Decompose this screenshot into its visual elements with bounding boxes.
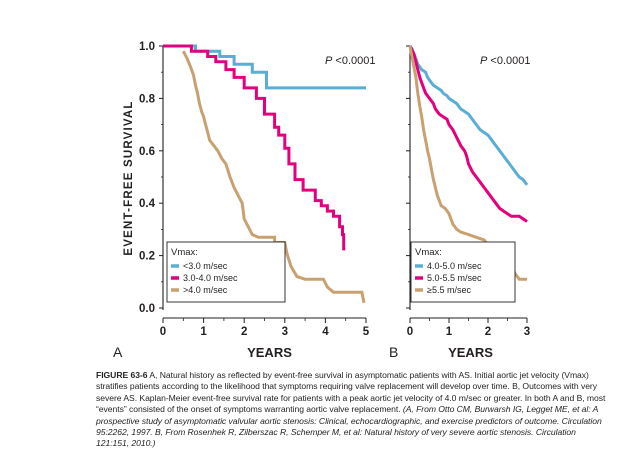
x-tick-label: 1 bbox=[200, 326, 207, 338]
y-axis-label: EVENT-FREE SURVIVAL bbox=[123, 100, 135, 255]
panel-b: 0 1 2 3 YEARS B P <0.0001 Vmax: 4.0-5.0 m/sec 5.0… bbox=[389, 45, 530, 360]
legend-box bbox=[166, 241, 286, 303]
legend-title: Vmax: bbox=[171, 247, 198, 258]
x-tick-label: 2 bbox=[241, 326, 247, 338]
x-tick-label: 1 bbox=[446, 326, 453, 338]
legend-entry: >4.0 m/sec bbox=[183, 285, 228, 295]
legend-entry: 4.0-5.0 m/sec bbox=[427, 261, 482, 271]
legend-box bbox=[410, 241, 516, 303]
x-tick-label: 3 bbox=[282, 326, 288, 338]
series-line-3 bbox=[181, 50, 366, 304]
legend-entry: 3.0-4.0 m/sec bbox=[183, 273, 238, 283]
figure-caption: FIGURE 63-6 A, Natural history as reflec… bbox=[96, 370, 606, 450]
series-line-1 bbox=[408, 45, 529, 186]
y-tick-label: 0.4 bbox=[139, 198, 156, 210]
legend-entry: <3.0 m/sec bbox=[183, 261, 228, 271]
caption-figure-label: FIGURE 63-6 bbox=[96, 370, 148, 380]
caption-body: A, Natural history as reflected by event… bbox=[96, 370, 606, 415]
y-tick-label: 0.0 bbox=[139, 303, 155, 315]
x-tick-label: 0 bbox=[407, 326, 413, 338]
x-axis-label: YEARS bbox=[247, 345, 292, 360]
x-tick-label: 5 bbox=[363, 326, 370, 338]
y-tick-label: 1.0 bbox=[139, 41, 155, 53]
panel-letter: A bbox=[113, 344, 123, 360]
panel-a: 0.0 0.2 0.4 0.6 0.8 1.0 0 1 2 3 4 5 YEARS A P <0.0001 V… bbox=[113, 41, 375, 360]
panel-letter: B bbox=[389, 344, 398, 360]
x-tick-label: 0 bbox=[160, 326, 166, 338]
caption-source: (A, From Otto CM, Burwarsh IG, Legget ME… bbox=[96, 404, 602, 449]
series-line-2 bbox=[408, 45, 528, 223]
x-tick-label: 4 bbox=[322, 326, 329, 338]
y-tick-label: 0.2 bbox=[139, 251, 155, 263]
y-tick-label: 0.8 bbox=[139, 93, 156, 105]
x-tick-label: 2 bbox=[485, 326, 491, 338]
legend-entry: 5.0-5.5 m/sec bbox=[427, 273, 482, 283]
p-value-annotation: P <0.0001 bbox=[325, 55, 375, 67]
p-value-annotation: P <0.0001 bbox=[480, 55, 530, 67]
series-line-2 bbox=[163, 44, 346, 251]
y-tick-label: 0.6 bbox=[139, 146, 155, 158]
legend-title: Vmax: bbox=[415, 247, 442, 258]
x-tick-label: 3 bbox=[524, 326, 530, 338]
x-axis-label: YEARS bbox=[448, 345, 493, 360]
legend-entry: ≥5.5 m/sec bbox=[427, 285, 471, 295]
